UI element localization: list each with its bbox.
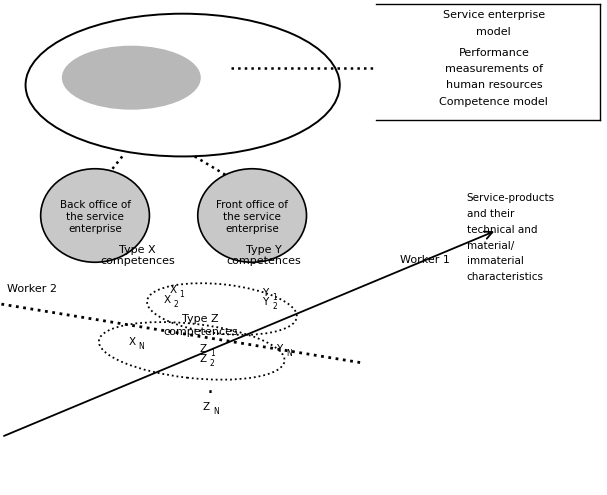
Text: ·: · xyxy=(206,383,213,403)
Text: Y: Y xyxy=(276,345,283,354)
Text: human resources: human resources xyxy=(446,80,542,90)
Text: X: X xyxy=(169,285,177,296)
Text: Y: Y xyxy=(262,297,269,307)
Text: Type Z: Type Z xyxy=(183,314,219,324)
Text: 2: 2 xyxy=(174,299,178,308)
Text: Y: Y xyxy=(262,288,269,298)
Text: competences: competences xyxy=(100,256,175,266)
Text: technical and: technical and xyxy=(467,225,537,235)
Text: model: model xyxy=(476,28,511,38)
Text: Performance: Performance xyxy=(458,48,529,58)
Text: 1: 1 xyxy=(210,349,215,358)
Ellipse shape xyxy=(198,169,307,262)
Text: enterprise: enterprise xyxy=(225,224,279,234)
Text: X: X xyxy=(163,295,171,305)
Text: Z: Z xyxy=(200,354,207,364)
Text: X: X xyxy=(128,337,135,347)
Text: N: N xyxy=(287,349,293,358)
Text: the service: the service xyxy=(223,212,281,222)
Text: immaterial: immaterial xyxy=(467,256,523,266)
Text: competences: competences xyxy=(163,327,238,337)
Text: Service-products: Service-products xyxy=(467,194,555,203)
Text: Worker 1: Worker 1 xyxy=(400,255,450,265)
Ellipse shape xyxy=(25,14,340,156)
Text: 2: 2 xyxy=(210,359,215,368)
Text: Type Y: Type Y xyxy=(246,245,282,255)
Text: measurements of: measurements of xyxy=(445,64,543,74)
Text: characteristics: characteristics xyxy=(467,272,544,282)
Text: Type X: Type X xyxy=(119,245,155,255)
Text: 1: 1 xyxy=(273,293,277,302)
Text: Z: Z xyxy=(203,402,210,412)
Text: N: N xyxy=(138,342,144,351)
Text: material/: material/ xyxy=(467,241,514,250)
Text: Front office of: Front office of xyxy=(216,199,288,210)
Text: competences: competences xyxy=(227,256,302,266)
Text: the service: the service xyxy=(66,212,124,222)
Text: Z: Z xyxy=(200,345,207,354)
Text: Service enterprise: Service enterprise xyxy=(443,10,545,20)
Text: 1: 1 xyxy=(180,290,185,299)
Text: enterprise: enterprise xyxy=(68,224,122,234)
Text: Competence model: Competence model xyxy=(439,98,548,107)
Text: Worker 2: Worker 2 xyxy=(7,284,58,295)
Text: and their: and their xyxy=(467,209,514,219)
Text: N: N xyxy=(213,407,219,416)
Ellipse shape xyxy=(62,46,201,110)
Text: Back office of: Back office of xyxy=(59,199,131,210)
Ellipse shape xyxy=(41,169,149,262)
Text: 2: 2 xyxy=(273,302,277,311)
